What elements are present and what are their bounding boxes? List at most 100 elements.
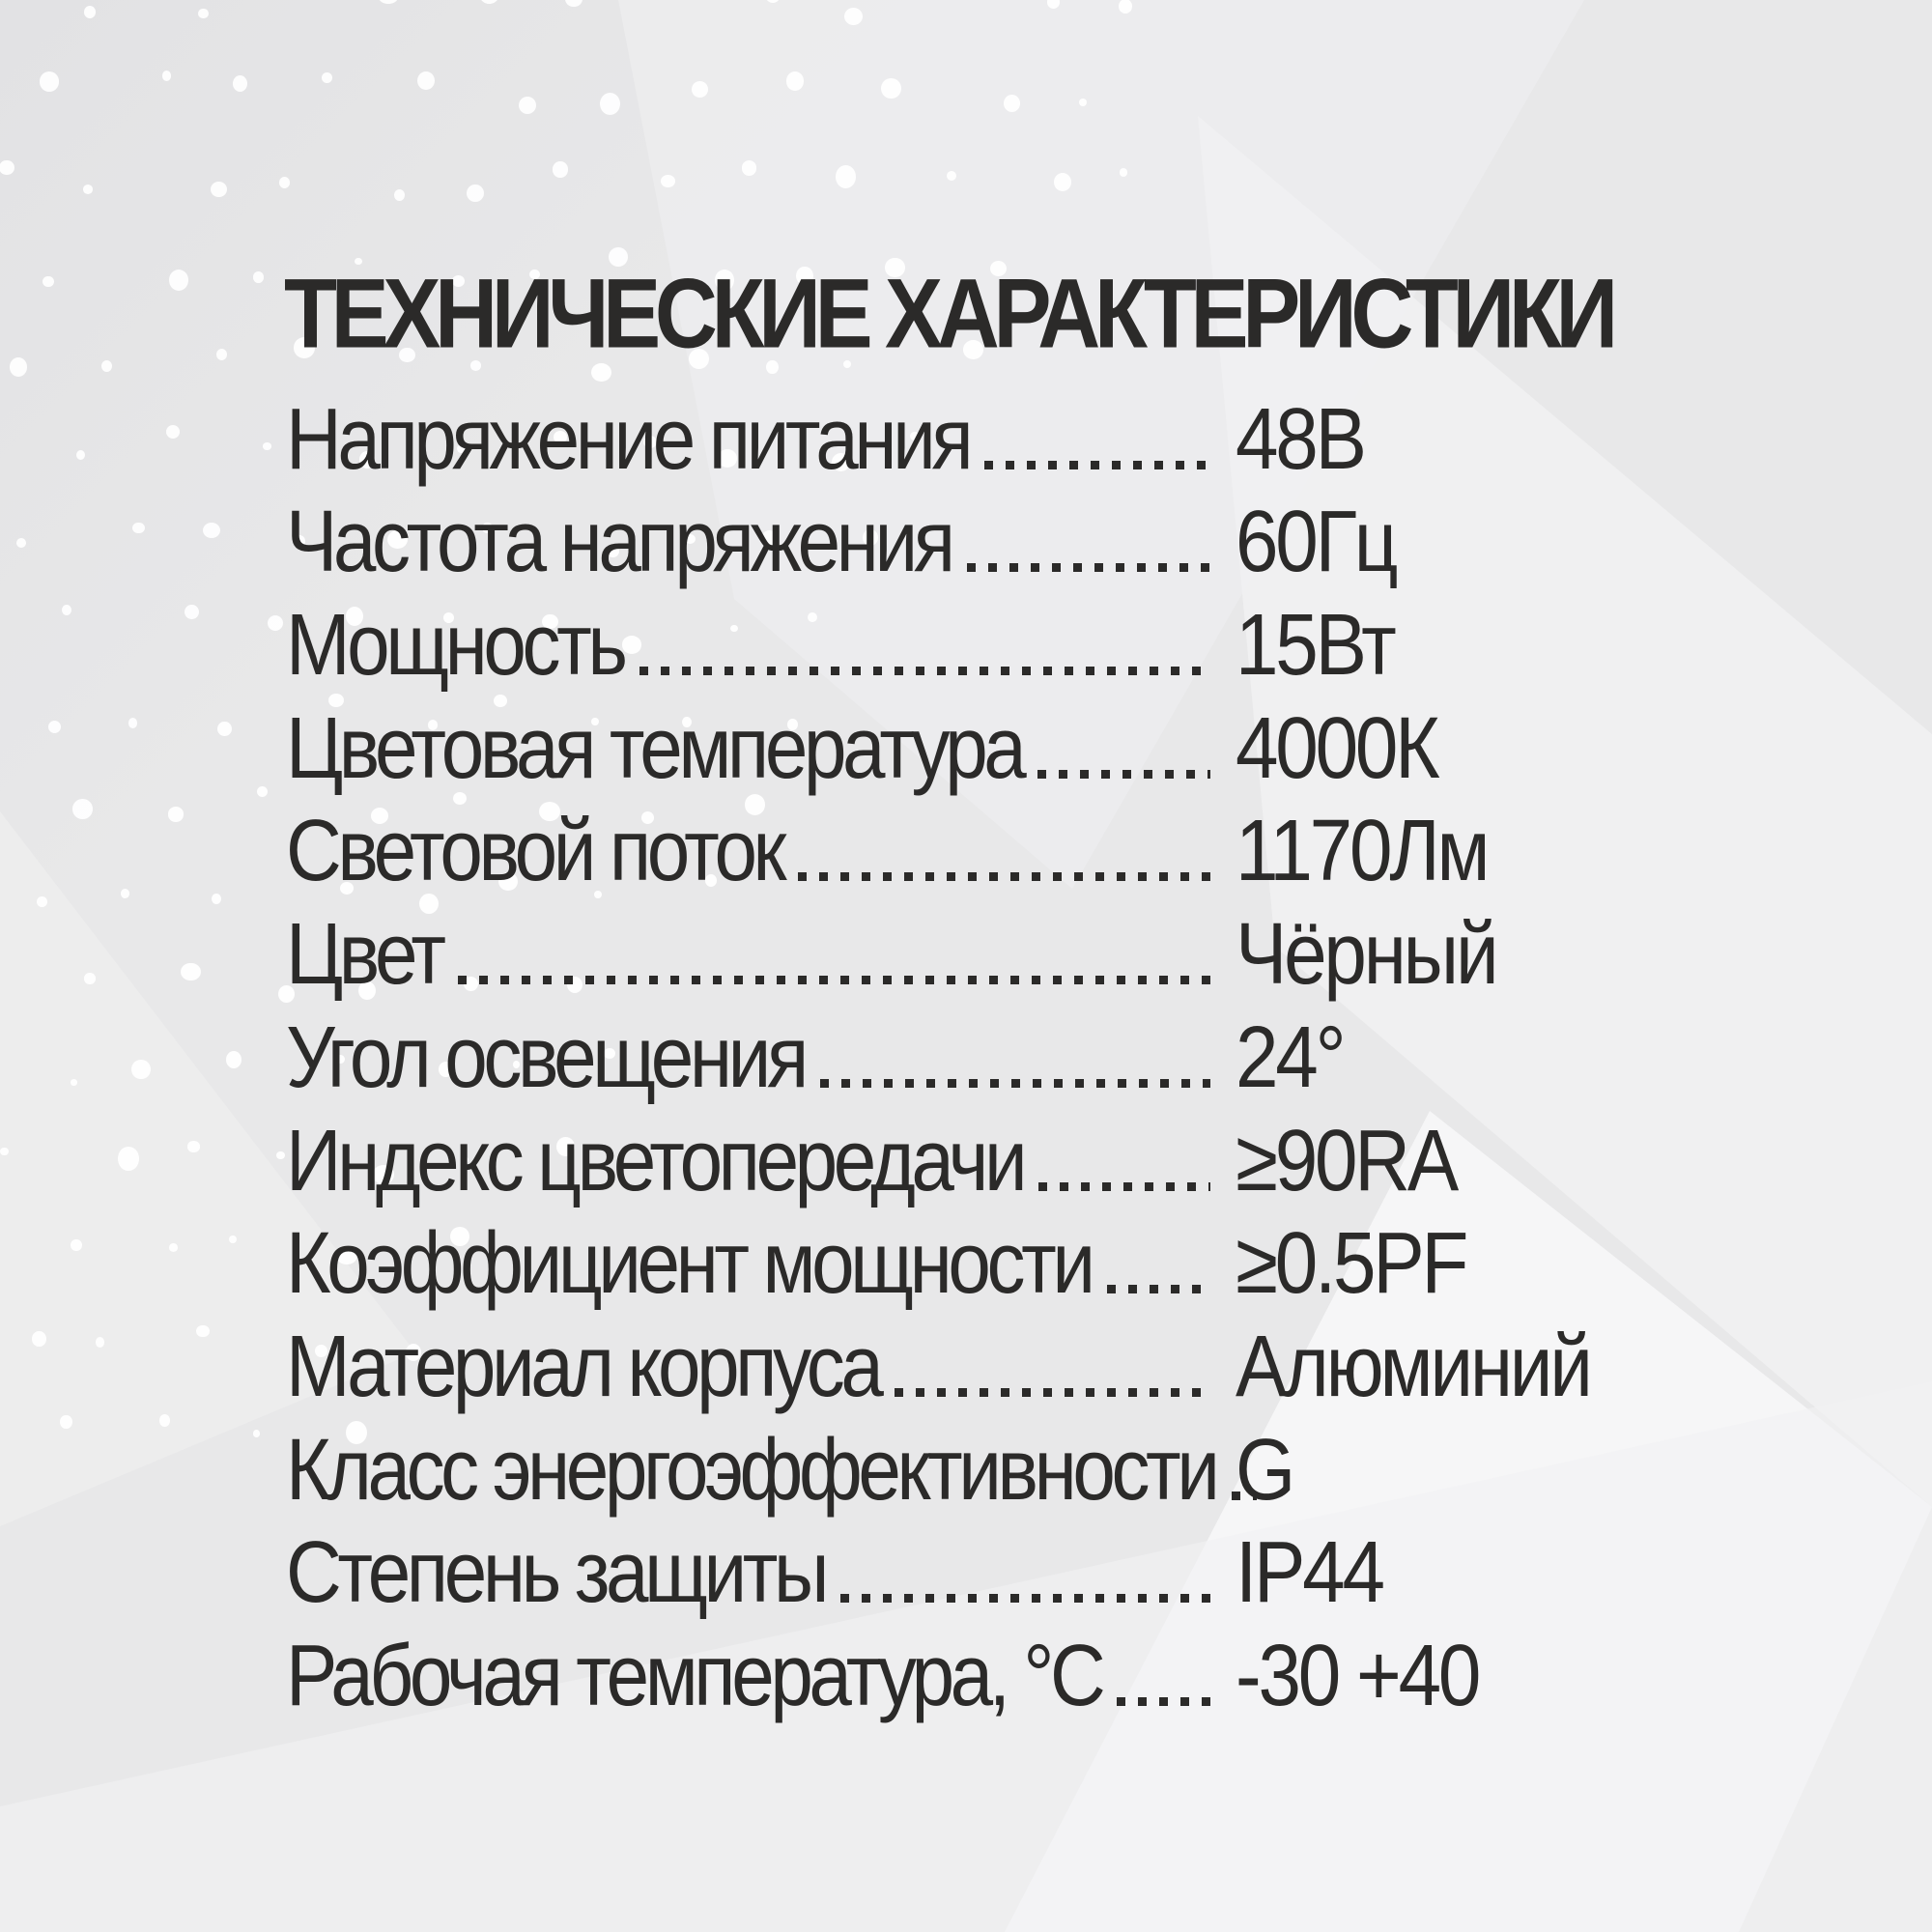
spec-label: Степень защиты — [286, 1523, 830, 1621]
decorative-dot — [275, 1151, 285, 1160]
decorative-dot — [161, 71, 172, 81]
spec-row: Цветовая температура 4000К — [286, 691, 1685, 796]
decorative-dot — [741, 160, 757, 176]
dotted-leader — [639, 667, 1210, 676]
decorative-dot — [167, 807, 185, 822]
decorative-dot — [72, 798, 93, 819]
decorative-dot — [96, 1337, 105, 1348]
decorative-dot — [62, 604, 72, 615]
page-title: ТЕХНИЧЕСКИЕ ХАРАКТЕРИСТИКИ — [284, 260, 1618, 370]
spec-label: Индекс цветопередачи — [286, 1111, 1028, 1208]
decorative-dot — [1046, 0, 1060, 9]
spec-label-and-leader: Коэффициент мощности — [286, 1215, 1236, 1311]
spec-row: Напряжение питания 48В — [286, 382, 1685, 487]
decorative-dot — [37, 895, 48, 907]
decorative-dot — [16, 537, 26, 548]
decorative-dot — [416, 71, 435, 90]
decorative-dot — [128, 718, 137, 728]
decorative-dot — [101, 359, 113, 373]
decorative-dot — [1118, 0, 1132, 14]
spec-row: Рабочая температура, °С -30 +40 — [286, 1618, 1685, 1724]
decorative-dot — [70, 1078, 78, 1086]
decorative-dot — [84, 973, 96, 984]
spec-value: 48В — [1236, 390, 1367, 487]
spec-label: Частота напряжения — [286, 493, 955, 590]
decorative-dot — [70, 1238, 82, 1252]
dotted-leader — [819, 1078, 1210, 1088]
spec-label: Коэффициент мощности — [286, 1214, 1095, 1312]
spec-row: Световой поток 1170Лм — [286, 794, 1685, 899]
spec-label-and-leader: Частота напряжения — [286, 494, 1236, 589]
decorative-dot — [232, 75, 247, 93]
decorative-dot — [765, 0, 781, 3]
decorative-dot — [229, 1235, 238, 1244]
spec-label: Цвет — [286, 905, 446, 1003]
spec-label-and-leader: Напряжение питания — [286, 391, 1236, 486]
spec-label-and-leader: Мощность — [286, 597, 1236, 693]
dotted-leader — [1037, 769, 1210, 779]
spec-value: G — [1236, 1420, 1295, 1518]
dotted-leader — [966, 563, 1210, 573]
decorative-dot — [158, 1414, 170, 1427]
decorative-dot — [196, 1324, 210, 1338]
decorative-dot — [0, 159, 14, 176]
decorative-dot — [947, 170, 956, 181]
spec-value: -30 +40 — [1236, 1627, 1481, 1724]
spec-label: Напряжение питания — [286, 390, 974, 487]
spec-label-and-leader: Световой поток — [286, 803, 1236, 898]
decorative-dot — [660, 174, 675, 188]
decorative-dot — [216, 348, 228, 360]
decorative-dot — [263, 442, 271, 450]
decorative-dot — [118, 1147, 140, 1171]
decorative-dot — [785, 71, 805, 91]
decorative-dot — [202, 522, 220, 538]
spec-value: ≥90RA — [1236, 1111, 1459, 1208]
spec-value: ≥0.5PF — [1236, 1214, 1468, 1312]
decorative-dot — [39, 71, 60, 92]
spec-row: Материал корпуса Алюминий — [286, 1309, 1685, 1414]
dotted-leader — [1106, 1285, 1210, 1294]
decorative-dot — [76, 449, 86, 461]
spec-label: Угол освещения — [286, 1009, 809, 1105]
spec-value: 1170Лм — [1236, 802, 1491, 899]
decorative-dot — [268, 614, 284, 631]
dotted-leader — [840, 1594, 1210, 1604]
spec-row: Коэффициент мощности ≥0.5PF — [286, 1207, 1685, 1312]
spec-label-and-leader: Цветовая температура — [286, 700, 1236, 795]
spec-label-and-leader: Индекс цветопередачи — [286, 1112, 1236, 1208]
decorative-dot — [252, 271, 264, 283]
dotted-leader — [1231, 1491, 1257, 1500]
decorative-dot — [1003, 95, 1020, 112]
decorative-dot — [393, 189, 406, 202]
decorative-dot — [253, 1430, 261, 1437]
spec-label: Цветовая температура — [286, 699, 1027, 796]
decorative-dot — [60, 1415, 72, 1430]
decorative-dot — [211, 182, 228, 198]
dotted-leader — [984, 460, 1210, 469]
decorative-dot — [32, 1330, 46, 1348]
decorative-dot — [1079, 98, 1087, 107]
spec-label-and-leader: Степень защиты — [286, 1524, 1236, 1620]
decorative-dot — [168, 270, 188, 291]
decorative-dot — [120, 889, 130, 899]
spec-value: Алюминий — [1236, 1318, 1593, 1414]
decorative-dot — [881, 78, 901, 99]
decorative-dot — [518, 97, 536, 114]
decorative-dot — [181, 962, 201, 981]
spec-row: Мощность 15Вт — [286, 587, 1685, 693]
decorative-dot — [226, 1051, 242, 1068]
spec-row: Цвет Чёрный — [286, 896, 1685, 1003]
decorative-dot — [187, 1141, 200, 1152]
decorative-dot — [217, 721, 232, 737]
decorative-dot — [169, 1243, 179, 1252]
spec-row: Индекс цветопередачи ≥90RA — [286, 1103, 1685, 1208]
spec-row: Угол освещения 24° — [286, 1000, 1685, 1105]
spec-value: 24° — [1236, 1009, 1347, 1105]
spec-value: 60Гц — [1236, 493, 1399, 590]
spec-label: Рабочая температура, °С — [286, 1627, 1106, 1724]
decorative-dot — [47, 720, 61, 733]
decorative-dot — [43, 276, 54, 288]
spec-value: IP44 — [1236, 1523, 1385, 1621]
spec-label: Материал корпуса — [286, 1318, 884, 1414]
spec-label-and-leader: Угол освещения — [286, 1009, 1236, 1104]
